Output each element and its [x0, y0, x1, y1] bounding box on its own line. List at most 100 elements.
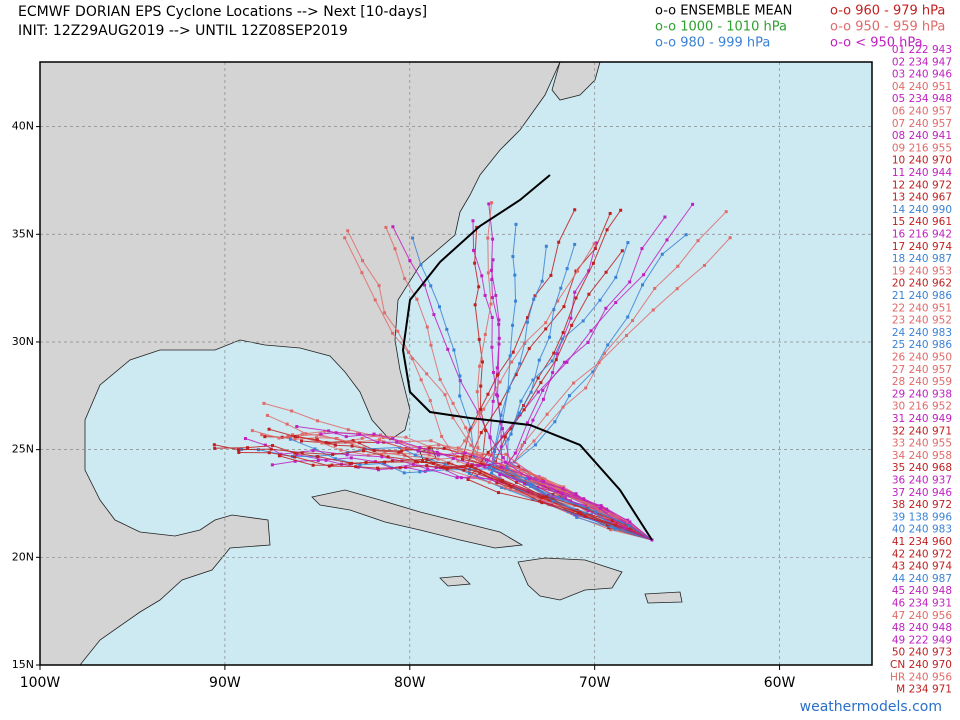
- track-point: [463, 451, 467, 455]
- track-point: [362, 449, 366, 453]
- track-point: [541, 388, 545, 392]
- member-entry: 05 234 948: [892, 93, 952, 105]
- member-entry: HR 240 956: [890, 671, 952, 683]
- track-point: [334, 431, 338, 435]
- track-point: [349, 441, 353, 445]
- track-point: [420, 459, 424, 463]
- track-point: [490, 201, 494, 205]
- member-entry: 49 222 949: [892, 634, 952, 646]
- track-point: [525, 421, 529, 425]
- member-entry: 40 240 983: [892, 524, 952, 536]
- track-point: [507, 386, 511, 390]
- member-entry: 31 240 949: [892, 413, 952, 425]
- track-point: [372, 432, 376, 436]
- track-point: [403, 454, 407, 458]
- track-point: [614, 301, 618, 305]
- track-point: [612, 525, 616, 529]
- member-entry: 15 240 961: [892, 216, 952, 228]
- track-point: [576, 511, 580, 515]
- track-point: [582, 497, 586, 501]
- track-point: [270, 463, 274, 467]
- track-point: [376, 466, 380, 470]
- member-entry: 37 240 946: [892, 487, 952, 499]
- track-point: [436, 457, 440, 461]
- track-point: [271, 444, 275, 448]
- track-point: [458, 394, 462, 398]
- track-point: [497, 322, 501, 326]
- track-point: [469, 443, 473, 447]
- member-entry: 45 240 948: [892, 585, 952, 597]
- track-point: [455, 476, 459, 480]
- track-point: [568, 499, 572, 503]
- track-point: [423, 283, 427, 287]
- track-point: [378, 438, 382, 442]
- member-entry: 26 240 950: [892, 352, 952, 364]
- track-point: [550, 359, 554, 363]
- track-point: [425, 457, 429, 461]
- track-point: [609, 528, 613, 532]
- track-point: [526, 316, 530, 320]
- member-entry: 35 240 968: [892, 462, 952, 474]
- track-point: [243, 437, 247, 441]
- track-point: [509, 432, 513, 436]
- member-entry: M 234 971: [896, 684, 952, 696]
- member-entry: 12 240 972: [892, 179, 952, 191]
- track-point: [327, 464, 331, 468]
- track-point: [592, 242, 596, 246]
- track-point: [466, 477, 470, 481]
- track-point: [511, 350, 515, 354]
- track-point: [604, 306, 608, 310]
- track-point: [581, 319, 585, 323]
- track-point: [491, 237, 495, 241]
- track-point: [665, 238, 669, 242]
- track-point: [553, 420, 557, 424]
- track-point: [396, 329, 400, 333]
- track-point: [299, 439, 303, 443]
- track-point: [288, 437, 292, 441]
- track-point: [291, 433, 295, 437]
- track-point: [351, 439, 355, 443]
- track-point: [416, 449, 420, 453]
- track-point: [542, 480, 546, 484]
- track-point: [432, 313, 436, 317]
- lat-tick-label: 15N: [12, 658, 34, 671]
- track-point: [472, 455, 476, 459]
- track-point: [562, 360, 566, 364]
- track-point: [358, 432, 362, 436]
- track-point: [493, 450, 497, 454]
- lat-tick-label: 25N: [12, 443, 34, 456]
- track-point: [538, 499, 542, 503]
- member-entry: 11 240 944: [892, 167, 952, 179]
- track-point: [425, 372, 429, 376]
- track-point: [511, 472, 515, 476]
- legend-entry: o-o 950 - 959 hPa: [830, 20, 945, 35]
- track-point: [626, 520, 630, 524]
- track-point: [295, 453, 299, 457]
- track-point: [451, 416, 455, 420]
- lon-tick-label: 90W: [209, 675, 241, 691]
- track-point: [510, 360, 514, 364]
- track-point: [587, 269, 591, 273]
- track-point: [536, 390, 540, 394]
- track-point: [532, 439, 536, 443]
- track-point: [495, 373, 499, 377]
- member-entry: 08 240 941: [892, 130, 952, 142]
- legend-entry: o-o 960 - 979 hPa: [830, 4, 945, 19]
- track-point: [584, 386, 588, 390]
- track-point: [620, 249, 624, 253]
- track-point: [573, 242, 577, 246]
- track-point: [497, 491, 501, 495]
- track-point: [519, 399, 523, 403]
- track-point: [414, 460, 418, 464]
- track-point: [627, 524, 631, 528]
- track-point: [480, 463, 484, 467]
- track-point: [503, 435, 507, 439]
- track-point: [619, 521, 623, 525]
- track-point: [593, 247, 597, 251]
- track-point: [486, 392, 490, 396]
- track-point: [551, 493, 555, 497]
- track-point: [383, 451, 387, 455]
- lon-tick-label: 60W: [764, 675, 796, 691]
- track-point: [591, 261, 595, 265]
